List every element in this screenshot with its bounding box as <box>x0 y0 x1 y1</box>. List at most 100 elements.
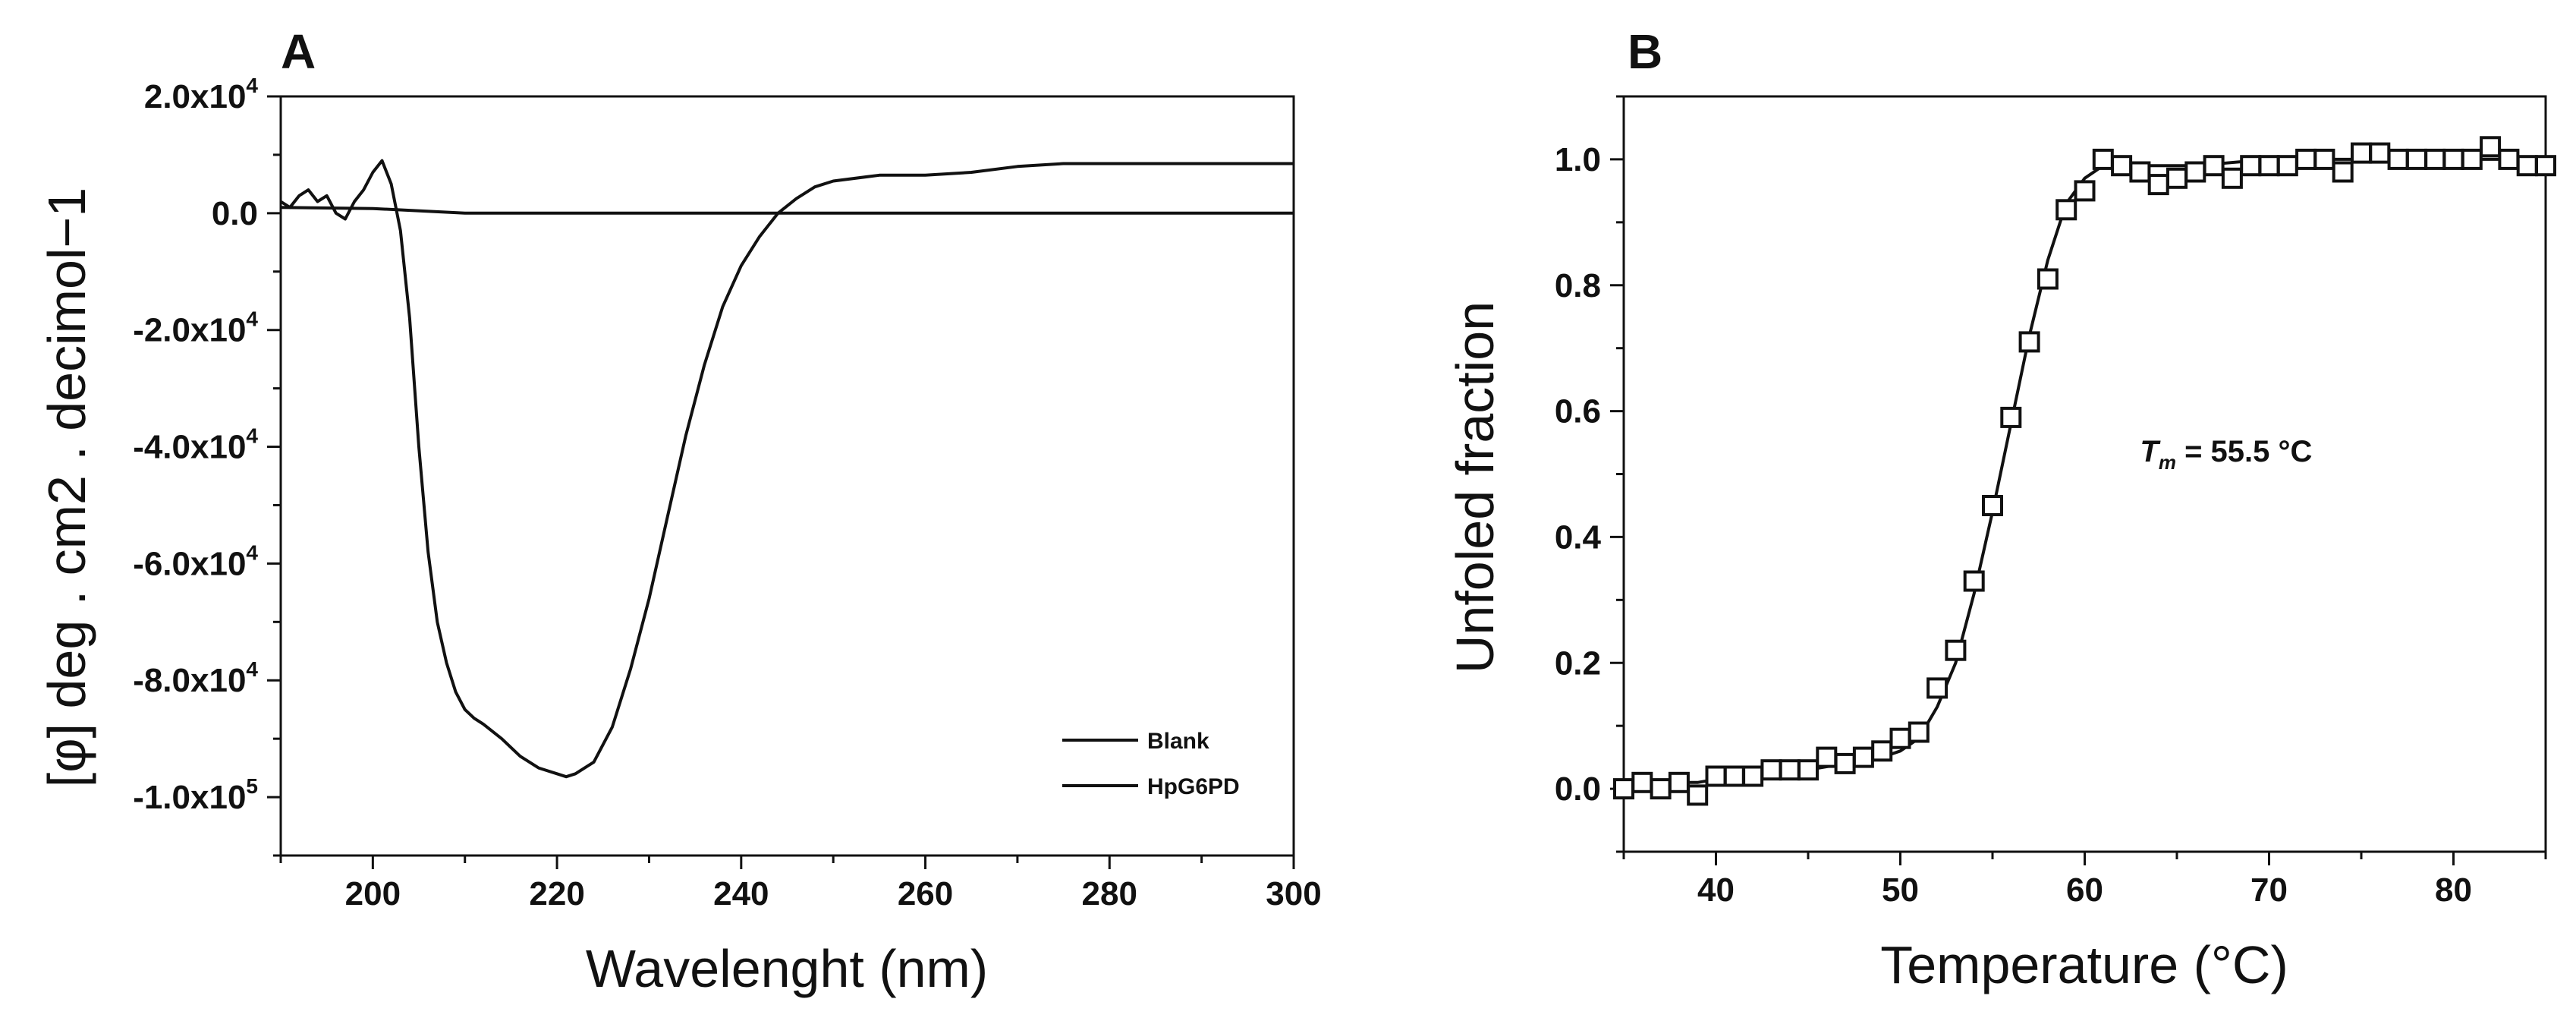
panel-a-plot-frame <box>279 95 1295 857</box>
panel-b-label: B <box>1628 24 1662 79</box>
data-point <box>2240 155 2262 177</box>
panel-b-x-tick-label: 70 <box>2250 871 2288 909</box>
data-point <box>2405 148 2427 170</box>
data-point <box>2018 331 2040 353</box>
data-point <box>2203 155 2225 177</box>
panel-a-y-tick-label: -4.0x104 <box>133 424 258 466</box>
data-point <box>2535 155 2556 177</box>
data-point <box>1852 746 1874 768</box>
legend-label-hpg6pd: HpG6PD <box>1147 774 1240 799</box>
data-point <box>2387 148 2409 170</box>
data-point <box>2461 148 2483 170</box>
panel-a-x-tick-label: 300 <box>1266 875 1321 912</box>
data-point <box>2480 136 2502 158</box>
data-point <box>1816 746 1838 768</box>
panel-a-y-tick-label: -1.0x105 <box>133 774 258 816</box>
data-point <box>2129 161 2151 183</box>
panel-a-y-tick-label: -2.0x104 <box>133 307 258 349</box>
panel-b-y-tick-label: 1.0 <box>1555 141 1601 178</box>
data-point <box>1908 721 1930 743</box>
data-point <box>2351 142 2372 164</box>
legend-label-blank: Blank <box>1147 729 1209 754</box>
panel-b-chart: B 0.0 0.2 0.4 0.6 0.8 1.0 40 50 60 70 80 Tm = 55.… <box>1445 24 2556 994</box>
data-point <box>2055 199 2077 221</box>
data-point <box>2147 174 2169 196</box>
panel-a-y-tick-label: 2.0x104 <box>144 74 259 115</box>
panel-b-plot-frame <box>1622 95 2547 853</box>
panel-a-y-tick-label: 0.0 <box>212 195 258 232</box>
data-point <box>2313 148 2335 170</box>
series-line-hpg6pd <box>279 159 1294 779</box>
panel-b-x-tick-label: 40 <box>1697 871 1735 909</box>
data-point <box>1705 765 1727 787</box>
data-point <box>2166 167 2188 189</box>
data-point <box>2037 268 2059 290</box>
data-point <box>1631 771 1653 793</box>
panel-a-legend: Blank HpG6PD <box>1062 729 1240 799</box>
data-point <box>1945 639 1967 661</box>
panel-a-chart: A 2.0x104 0.0 -2.0x104 -4.0x104 -6.0x104 -8.0… <box>37 24 1322 998</box>
panel-b-y-tick-label: 0.4 <box>1555 518 1602 556</box>
panel-b-y-axis-title: Unfoled fraction <box>1445 301 1505 673</box>
series-line-blank <box>280 206 1294 215</box>
data-point <box>2516 155 2538 177</box>
panel-b-series <box>1613 136 2556 806</box>
panel-b-y-tick-label: 0.8 <box>1555 267 1601 304</box>
panel-b-y-tick-labels: 0.0 0.2 0.4 0.6 0.8 1.0 <box>1555 141 1602 808</box>
data-point <box>1668 771 1690 793</box>
data-point <box>1723 765 1745 787</box>
panel-b-y-tick-label: 0.6 <box>1555 393 1601 430</box>
panel-a-y-axis-title: [φ] deg . cm2 . decimol−1 <box>37 187 96 787</box>
panel-a-label: A <box>281 24 316 79</box>
panel-b-y-tick-label: 0.2 <box>1555 644 1601 682</box>
data-point <box>1760 759 1782 781</box>
data-point <box>2332 161 2354 183</box>
data-point <box>2498 148 2520 170</box>
data-point <box>2442 148 2464 170</box>
data-point <box>2221 167 2243 189</box>
panel-a-x-tick-labels: 200 220 240 260 280 300 <box>345 875 1322 912</box>
data-point <box>2295 148 2317 170</box>
data-point <box>2000 406 2022 428</box>
data-point <box>2092 148 2114 170</box>
panel-a-x-tick-label: 200 <box>345 875 401 912</box>
panel-a-x-axis-title: Wavelenght (nm) <box>586 939 988 998</box>
panel-b-x-tick-label: 80 <box>2435 871 2472 909</box>
tm-annotation: Tm = 55.5 °C <box>2140 435 2312 474</box>
panel-a-series <box>279 159 1294 779</box>
data-point <box>2184 161 2206 183</box>
panel-b-ticks <box>1610 95 2547 865</box>
data-point <box>1834 752 1856 774</box>
panel-a-y-tick-label: -6.0x104 <box>133 540 258 582</box>
data-point <box>2424 148 2446 170</box>
panel-b-x-tick-label: 60 <box>2066 871 2103 909</box>
panel-b-x-tick-label: 50 <box>1882 871 1919 909</box>
data-point <box>2258 155 2280 177</box>
fit-line <box>1623 157 2546 791</box>
panel-a-y-tick-labels: 2.0x104 0.0 -2.0x104 -4.0x104 -6.0x104 -8.0x1… <box>133 74 258 816</box>
data-point <box>1613 778 1634 800</box>
panel-b-x-axis-title: Temperature (°C) <box>1880 935 2288 994</box>
data-point <box>1926 677 1949 699</box>
data-point <box>2111 155 2133 177</box>
panel-a-y-tick-label: -8.0x104 <box>133 657 258 699</box>
data-point <box>2369 142 2391 164</box>
data-point <box>1871 740 1893 762</box>
panel-a-ticks <box>267 95 1295 869</box>
panel-a-x-tick-label: 260 <box>898 875 953 912</box>
panel-a-x-tick-label: 280 <box>1082 875 1137 912</box>
panel-b-y-tick-label: 0.0 <box>1555 770 1601 808</box>
data-point <box>1687 784 1709 806</box>
data-point <box>1650 778 1672 800</box>
data-point <box>1798 759 1819 781</box>
panel-a-x-tick-label: 240 <box>713 875 769 912</box>
data-point <box>1963 570 1985 592</box>
panel-a-x-tick-label: 220 <box>529 875 584 912</box>
data-point <box>1889 727 1911 749</box>
panel-b-x-tick-labels: 40 50 60 70 80 <box>1697 871 2472 909</box>
data-point <box>2276 155 2298 177</box>
data-point <box>1779 759 1801 781</box>
data-point <box>2074 180 2096 202</box>
data-point <box>1742 765 1764 787</box>
